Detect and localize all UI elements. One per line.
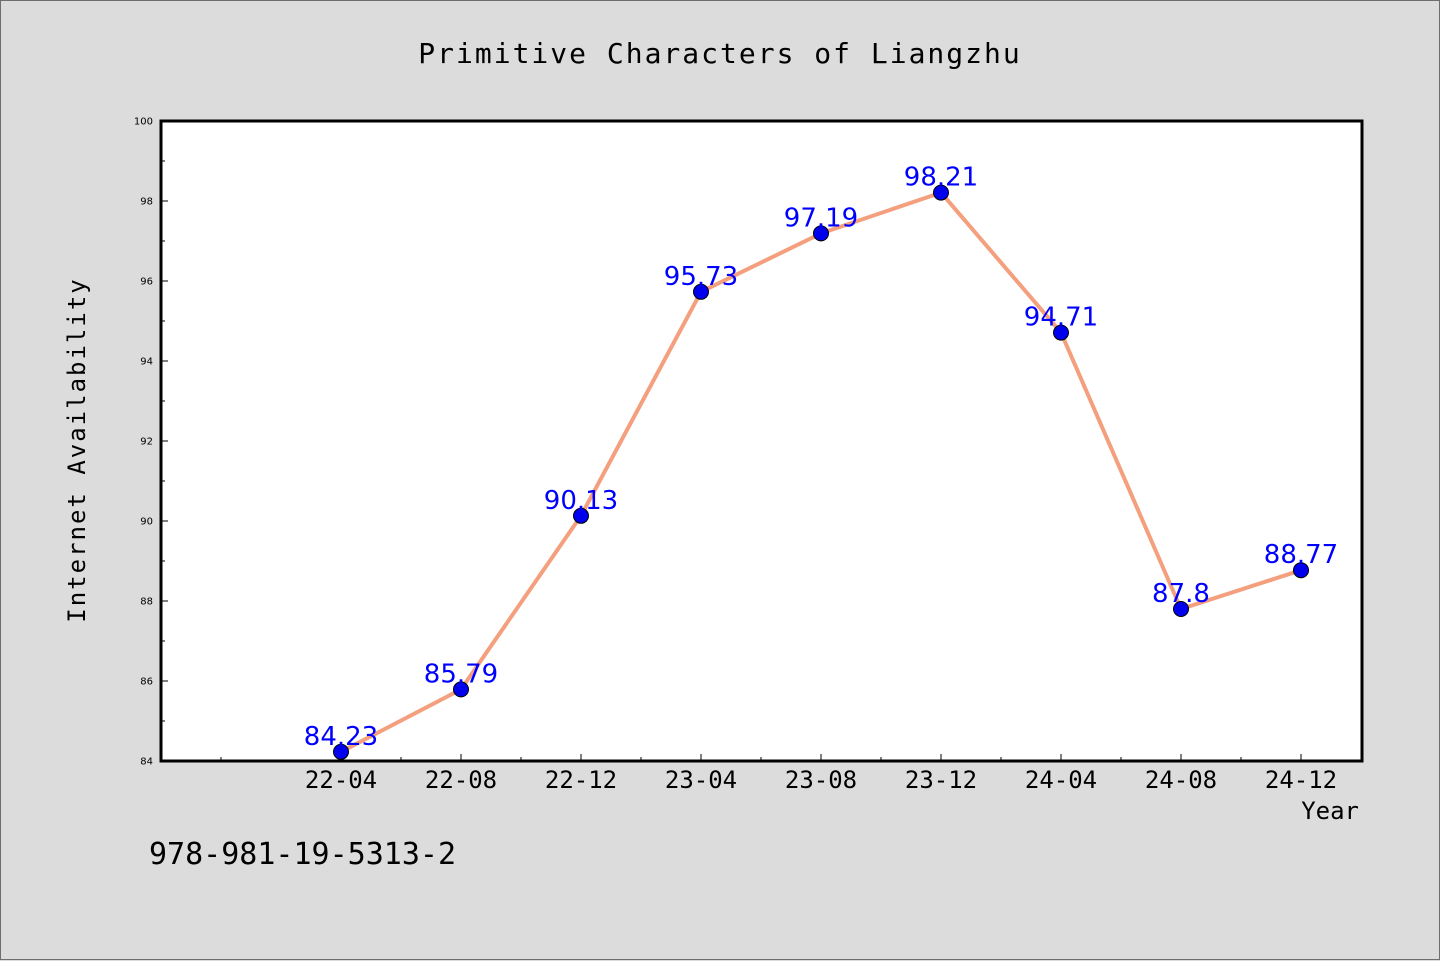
x-tick-label: 23-12 [905,766,977,794]
y-tick-label: 90 [140,517,153,528]
data-label: 87.8 [1152,579,1210,609]
x-tick-label: 24-12 [1265,766,1337,794]
x-tick-label: 22-12 [545,766,617,794]
data-point [693,283,709,300]
x-axis-label: Year [1301,797,1359,825]
chart-title: Primitive Characters of Liangzhu [418,37,1022,70]
data-point [453,681,469,698]
data-label: 97.19 [784,203,858,233]
y-tick-label: 94 [140,357,153,368]
y-tick-label: 96 [140,277,153,288]
x-tick-label: 24-04 [1025,766,1097,794]
data-point [813,225,829,242]
data-point [1053,324,1069,341]
x-tick-label: 24-08 [1145,766,1217,794]
x-tick-label: 23-04 [665,766,737,794]
x-tick-label: 22-04 [305,766,377,794]
data-point [333,743,349,760]
plot-area [161,121,1362,761]
data-label: 94.71 [1024,303,1098,333]
y-tick-label: 88 [140,597,153,608]
data-point [573,507,589,524]
y-tick-label: 84 [140,757,153,768]
data-label: 95.73 [664,262,738,292]
data-label: 98.21 [904,163,978,193]
x-tick-label: 23-08 [785,766,857,794]
data-label: 88.77 [1264,540,1338,570]
plot-frame [159,119,1364,763]
x-tick-label: 22-08 [425,766,497,794]
data-label: 85.79 [424,659,498,689]
y-tick-label: 92 [140,437,153,448]
y-tick-label: 100 [134,117,153,128]
footer-code: 978-981-19-5313-2 [149,837,457,872]
data-label: 90.13 [544,486,618,516]
data-label: 84.23 [304,722,378,752]
data-point [933,184,949,201]
y-tick-label: 98 [140,197,153,208]
y-tick-label: 86 [140,677,153,688]
data-point [1173,601,1189,617]
data-point [1293,562,1309,579]
